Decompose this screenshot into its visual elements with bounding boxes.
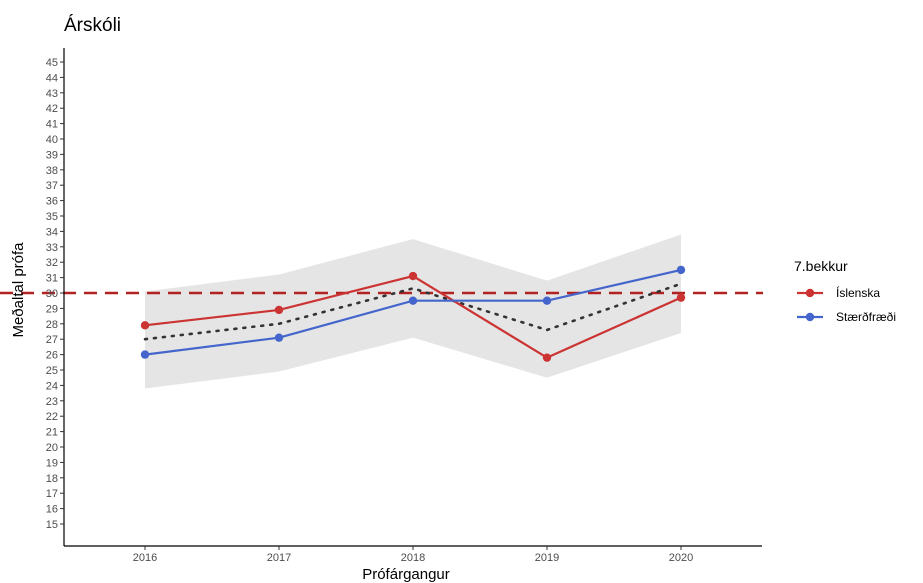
y-tick-label: 35 [46, 211, 58, 223]
y-tick-label: 30 [46, 288, 58, 300]
series-1-point [274, 305, 284, 315]
y-tick-label: 29 [46, 303, 58, 315]
average-line-group [143, 282, 683, 341]
legend-item-1-label: Íslenska [836, 285, 880, 300]
y-tick-label: 24 [46, 380, 58, 392]
y-axis-title: Meðaltal prófa [10, 242, 27, 338]
y-tick-label: 43 [46, 88, 58, 100]
y-tick-label: 16 [46, 504, 58, 516]
y-tick-label: 36 [46, 196, 58, 208]
series-1-point [408, 271, 418, 281]
y-tick-label: 39 [46, 149, 58, 161]
y-tick-label: 27 [46, 334, 58, 346]
average-line [143, 282, 683, 341]
y-tick-label: 18 [46, 473, 58, 485]
y-tick-label: 37 [46, 180, 58, 192]
legend-item-2-point [805, 312, 815, 322]
legend-items: Íslenska Stærðfræði [797, 285, 896, 324]
x-axis-ticks: 2016 2017 2018 2019 2020 [133, 546, 693, 564]
confidence-band [145, 234, 681, 389]
y-tick-label: 42 [46, 103, 58, 115]
y-tick-label: 31 [46, 273, 58, 285]
x-tick-label: 2019 [535, 552, 559, 564]
series-1-point [140, 321, 150, 330]
y-tick-label: 21 [46, 427, 58, 439]
y-tick-label: 28 [46, 319, 58, 331]
x-tick-label: 2018 [401, 552, 425, 564]
y-tick-label: 33 [46, 242, 58, 254]
x-tick-label: 2020 [669, 552, 693, 564]
x-axis-title: Prófárgangur [362, 566, 450, 583]
legend: 7.bekkur Íslenska Stærðfræði [794, 258, 896, 324]
x-tick-label: 2016 [133, 552, 157, 564]
series-1-point [676, 293, 686, 302]
legend-item-1-point [805, 288, 815, 298]
series-1-point [542, 353, 552, 362]
y-tick-label: 45 [46, 57, 58, 69]
y-tick-label: 41 [46, 119, 58, 131]
y-tick-label: 26 [46, 350, 58, 362]
series-2-point [542, 296, 552, 305]
series-2-point [676, 265, 686, 275]
legend-item-2-label: Stærðfræði [836, 310, 896, 324]
legend-title: 7.bekkur [794, 258, 848, 274]
y-tick-label: 44 [46, 72, 58, 84]
y-tick-label: 32 [46, 257, 58, 269]
y-tick-label: 22 [46, 411, 58, 423]
series-2-point [408, 296, 418, 305]
band-area [145, 234, 681, 389]
series-2-point [274, 333, 284, 342]
y-tick-label: 40 [46, 134, 58, 146]
series-group [140, 265, 686, 362]
y-axis-ticks: 15 16 17 18 19 20 21 22 23 24 25 26 27 28 29 30 31 32 33 34… [46, 57, 64, 531]
y-tick-label: 20 [46, 442, 58, 454]
y-tick-label: 19 [46, 457, 58, 469]
series-2-point [140, 350, 150, 359]
y-tick-label: 38 [46, 165, 58, 177]
y-tick-label: 23 [46, 396, 58, 408]
y-tick-label: 17 [46, 488, 58, 500]
y-tick-label: 25 [46, 365, 58, 377]
chart-title: Árskóli [64, 15, 121, 36]
y-tick-label: 34 [46, 226, 58, 238]
y-tick-label: 15 [46, 519, 58, 531]
x-tick-label: 2017 [267, 552, 291, 564]
